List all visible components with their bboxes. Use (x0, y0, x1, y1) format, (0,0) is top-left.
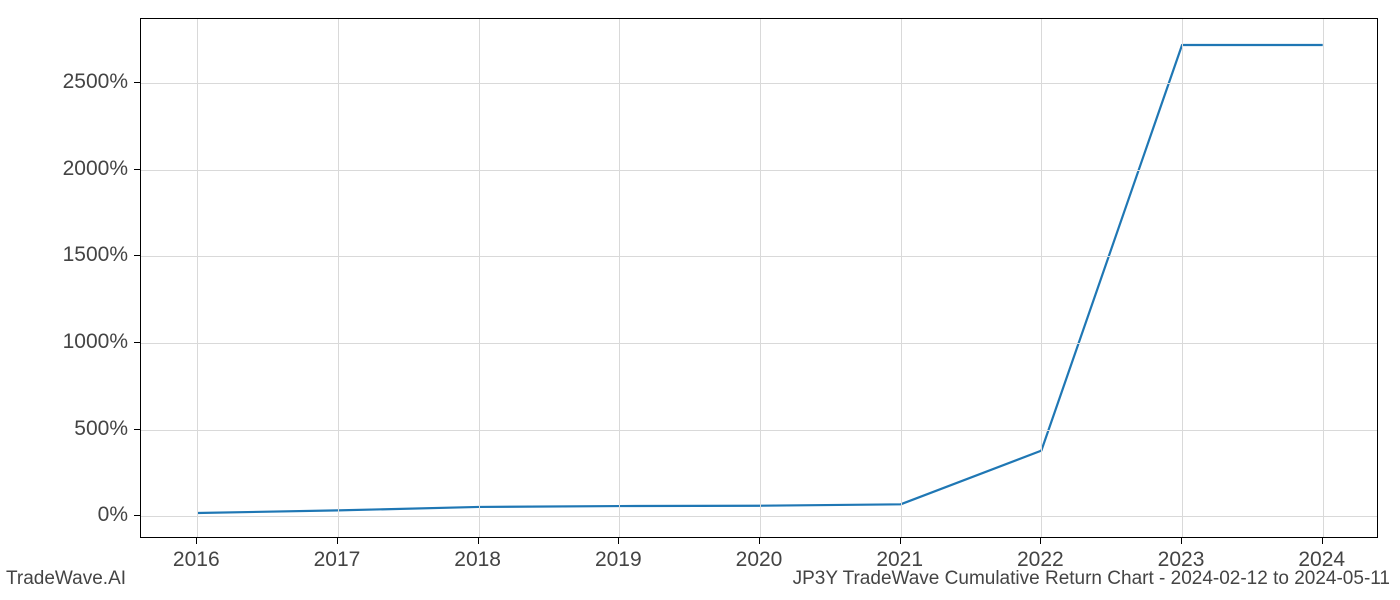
plot-area (140, 18, 1378, 538)
x-tick (1181, 538, 1182, 544)
x-tick (196, 538, 197, 544)
x-axis-label: 2020 (736, 548, 783, 572)
y-axis-label: 500% (74, 417, 128, 441)
x-axis-label: 2018 (454, 548, 501, 572)
footer-right: JP3Y TradeWave Cumulative Return Chart -… (793, 568, 1390, 590)
gridline-horizontal (141, 343, 1377, 344)
gridline-horizontal (141, 170, 1377, 171)
gridline-vertical (1182, 19, 1183, 537)
y-axis-label: 2500% (63, 70, 128, 94)
gridline-horizontal (141, 256, 1377, 257)
gridline-horizontal (141, 516, 1377, 517)
gridline-vertical (197, 19, 198, 537)
y-tick (134, 82, 140, 83)
y-axis-label: 1500% (63, 243, 128, 267)
y-tick (134, 169, 140, 170)
y-tick (134, 515, 140, 516)
gridline-vertical (338, 19, 339, 537)
y-tick (134, 429, 140, 430)
x-tick (900, 538, 901, 544)
y-axis-label: 2000% (63, 157, 128, 181)
x-axis-label: 2017 (314, 548, 361, 572)
y-axis-label: 1000% (63, 330, 128, 354)
y-tick (134, 342, 140, 343)
x-axis-label: 2019 (595, 548, 642, 572)
gridline-horizontal (141, 83, 1377, 84)
gridline-vertical (760, 19, 761, 537)
x-tick (1040, 538, 1041, 544)
x-tick (478, 538, 479, 544)
y-axis-label: 0% (98, 503, 128, 527)
chart-container: 201620172018201920202021202220232024 0%5… (0, 0, 1400, 600)
x-tick (1322, 538, 1323, 544)
gridline-vertical (901, 19, 902, 537)
y-tick (134, 255, 140, 256)
footer-left: TradeWave.AI (6, 568, 126, 590)
gridline-vertical (619, 19, 620, 537)
gridline-vertical (1323, 19, 1324, 537)
gridline-vertical (479, 19, 480, 537)
gridline-horizontal (141, 430, 1377, 431)
x-axis-label: 2016 (173, 548, 220, 572)
x-tick (337, 538, 338, 544)
x-tick (759, 538, 760, 544)
gridline-vertical (1041, 19, 1042, 537)
x-tick (618, 538, 619, 544)
